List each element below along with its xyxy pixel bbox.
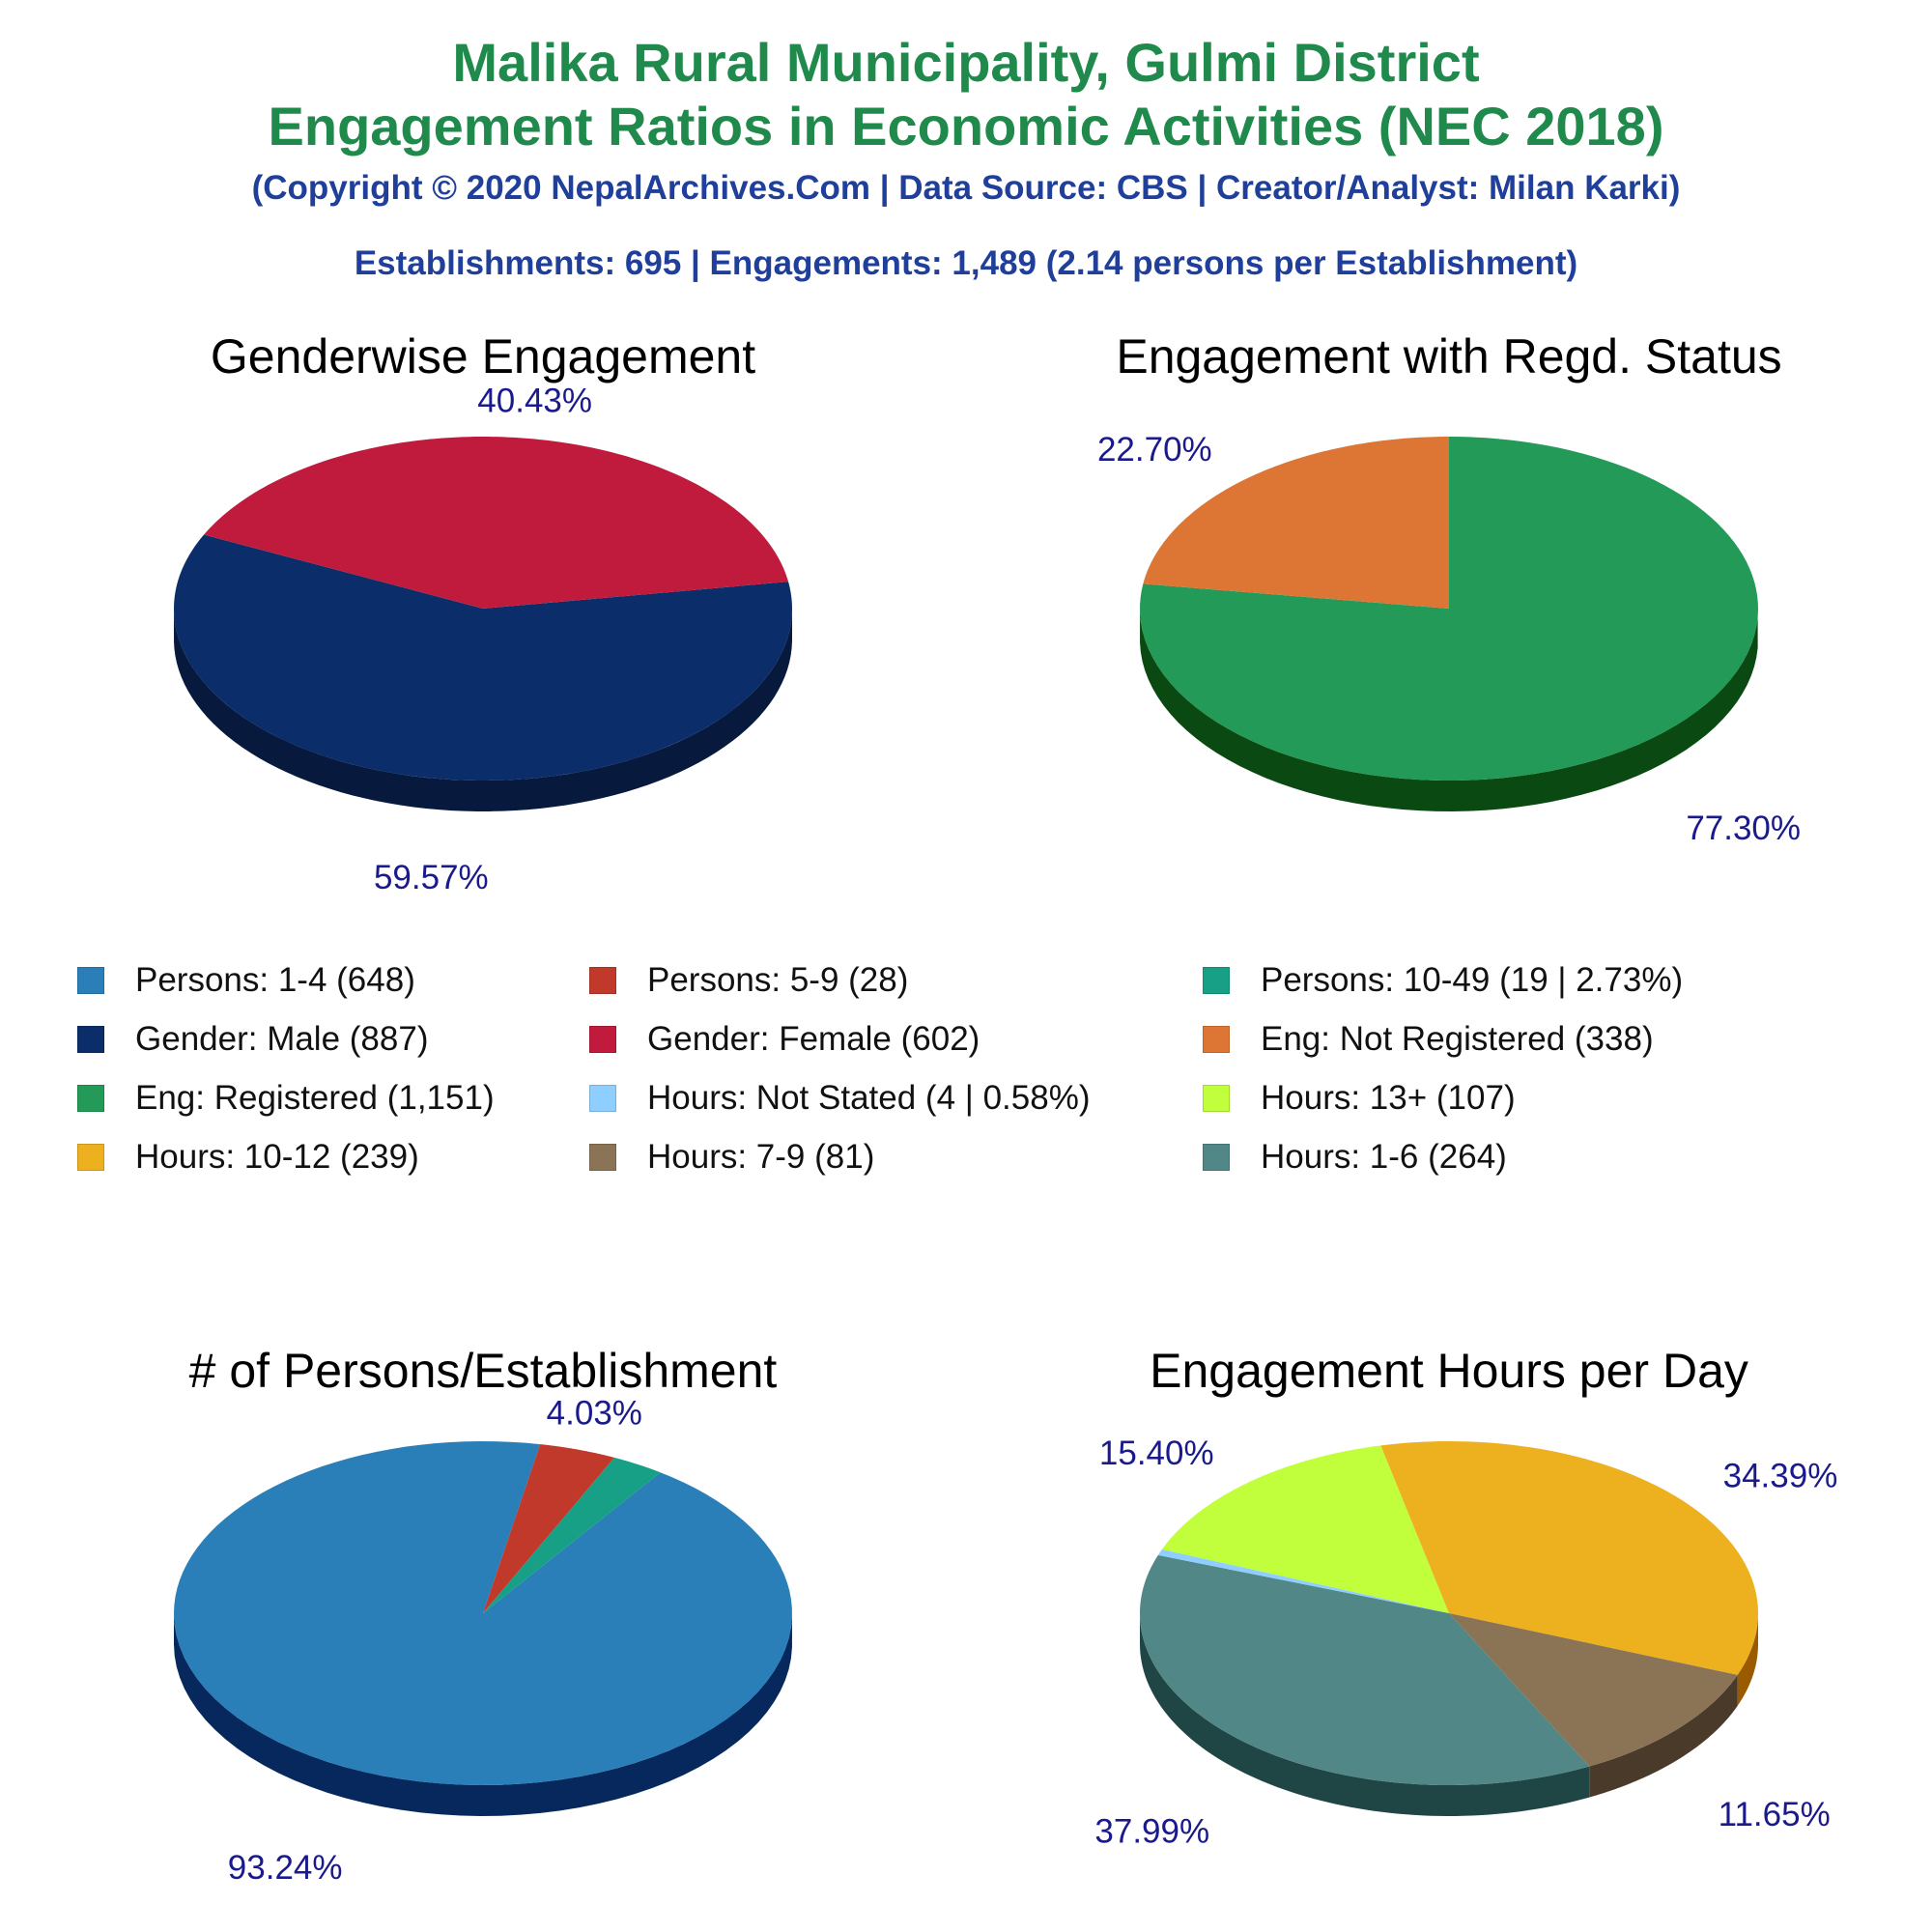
legend-label: Hours: 13+ (107) (1261, 1079, 1516, 1117)
legend-swatch (77, 1144, 104, 1171)
pie-side-wall (1140, 611, 1758, 811)
pie-slice (483, 1457, 661, 1613)
pie-slice (483, 1444, 615, 1613)
legend-swatch (1203, 1026, 1230, 1053)
legend-swatch (77, 967, 104, 994)
legend-label: Persons: 1-4 (648) (135, 961, 415, 999)
pie-slice (174, 534, 792, 781)
legend-label: Persons: 10-49 (19 | 2.73%) (1261, 961, 1684, 999)
chart-title-regd: Engagement with Regd. Status (1116, 329, 1782, 384)
legend-swatch (77, 1085, 104, 1112)
pie-percent-label: 59.57% (374, 859, 489, 896)
legend-label: Hours: 10-12 (239) (135, 1138, 419, 1176)
pie-slice (174, 1441, 792, 1785)
legend-swatch (77, 1026, 104, 1053)
legend-item: Persons: 5-9 (28) (589, 956, 908, 1005)
legend-label: Hours: 1-6 (264) (1261, 1138, 1507, 1176)
legend-item: Hours: 10-12 (239) (77, 1133, 419, 1181)
legend-swatch (589, 1144, 616, 1171)
chart-title-hours: Engagement Hours per Day (1150, 1344, 1748, 1398)
legend-item: Hours: 7-9 (81) (589, 1133, 874, 1181)
legend-swatch (1203, 1144, 1230, 1171)
legend-item: Hours: 13+ (107) (1203, 1074, 1516, 1122)
legend-item: Gender: Male (887) (77, 1015, 428, 1064)
pie-chart-regd-status: 77.30% 22.70% (1097, 431, 1801, 847)
pie-chart-gender: 59.57% 40.43% (174, 382, 792, 896)
pie-percent-label: 4.03% (547, 1395, 642, 1433)
copyright-line: (Copyright © 2020 NepalArchives.Com | Da… (251, 169, 1681, 207)
legend-item: Eng: Registered (1,151) (77, 1074, 495, 1122)
pie-percent-label: 37.99% (1094, 1813, 1209, 1851)
legend-item: Hours: 1-6 (264) (1203, 1133, 1507, 1181)
legend-label: Hours: 7-9 (81) (647, 1138, 875, 1176)
main-title-line2: Engagement Ratios in Economic Activities… (268, 96, 1664, 156)
legend-label: Persons: 5-9 (28) (647, 961, 909, 999)
pie-side-wall (1589, 1674, 1738, 1798)
chart-title-persons: # of Persons/Establishment (188, 1344, 778, 1398)
pie-percent-label: 34.39% (1723, 1457, 1838, 1494)
pie-slice (1380, 1441, 1758, 1675)
legend-label: Hours: Not Stated (4 | 0.58%) (647, 1079, 1091, 1117)
pie-side-wall (174, 1613, 792, 1816)
pie-chart-persons: 93.24% 4.03% (174, 1395, 792, 1887)
chart-title-gender: Genderwise Engagement (210, 329, 756, 384)
pie-slice (1161, 1445, 1449, 1613)
legend-label: Gender: Male (887) (135, 1020, 429, 1058)
legend-swatch (589, 967, 616, 994)
pie-percent-label: 40.43% (477, 382, 592, 419)
pie-percent-label: 15.40% (1099, 1435, 1214, 1472)
pie-percent-label: 11.65% (1719, 1796, 1831, 1833)
legend-swatch (589, 1026, 616, 1053)
legend-item: Eng: Not Registered (338) (1203, 1015, 1654, 1064)
legend-item: Hours: Not Stated (4 | 0.58%) (589, 1074, 1090, 1122)
pie-percent-label: 22.70% (1097, 431, 1212, 469)
legend-swatch (589, 1085, 616, 1112)
legend-swatch (1203, 967, 1230, 994)
legend-label: Eng: Not Registered (338) (1261, 1020, 1654, 1058)
legend-item: Gender: Female (602) (589, 1015, 980, 1064)
legend-label: Gender: Female (602) (647, 1020, 980, 1058)
pie-slice (1140, 437, 1758, 781)
pie-side-wall (174, 610, 792, 811)
pie-slice (1157, 1548, 1449, 1613)
legend-item: Persons: 10-49 (19 | 2.73%) (1203, 956, 1683, 1005)
pie-percent-label: 77.30% (1686, 810, 1801, 847)
legend-swatch (1203, 1085, 1230, 1112)
pie-chart-hours: 37.99% 15.40% 34.39% 11.65% (1094, 1435, 1838, 1851)
pie-percent-label: 93.24% (228, 1849, 343, 1887)
pie-slice (1143, 437, 1449, 609)
legend-label: Eng: Registered (1,151) (135, 1079, 495, 1117)
pie-side-wall (1737, 1614, 1758, 1706)
main-title-line1: Malika Rural Municipality, Gulmi Distric… (452, 32, 1480, 93)
summary-line: Establishments: 695 | Engagements: 1,489… (354, 244, 1578, 282)
pie-side-wall (1140, 1613, 1590, 1816)
pie-slice (204, 437, 789, 609)
pie-slice (1140, 1554, 1590, 1785)
pie-slice (1449, 1613, 1738, 1767)
legend-item: Persons: 1-4 (648) (77, 956, 415, 1005)
